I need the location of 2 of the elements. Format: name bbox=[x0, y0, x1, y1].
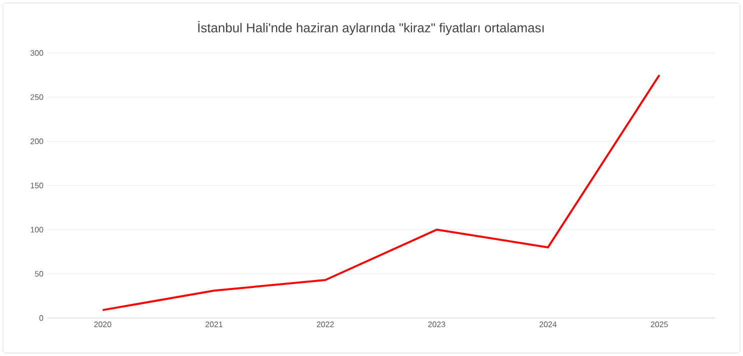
line-series bbox=[102, 74, 660, 312]
chart-title: İstanbul Hali'nde haziran aylarında "kiraz" fiyatları ortalaması bbox=[198, 21, 544, 35]
